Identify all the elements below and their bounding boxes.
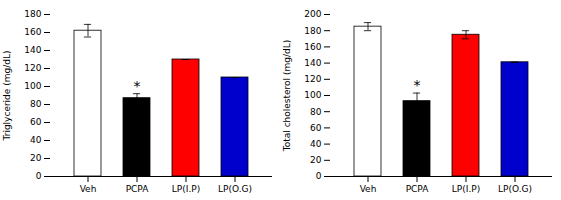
svg-text:LP(O.G): LP(O.G) [218, 184, 252, 194]
svg-text:60: 60 [310, 123, 322, 133]
svg-text:140: 140 [24, 45, 41, 55]
svg-text:LP(O.G): LP(O.G) [498, 184, 532, 194]
svg-text:80: 80 [30, 99, 42, 109]
svg-text:120: 120 [304, 74, 321, 84]
svg-text:*: * [414, 77, 421, 93]
svg-text:20: 20 [310, 155, 322, 165]
svg-text:Veh: Veh [80, 184, 97, 194]
svg-text:*: * [134, 78, 141, 94]
svg-text:80: 80 [310, 107, 322, 117]
svg-text:LP(I.P): LP(I.P) [172, 184, 200, 194]
svg-text:Veh: Veh [360, 184, 377, 194]
svg-text:160: 160 [304, 42, 321, 52]
svg-text:20: 20 [30, 153, 42, 163]
svg-text:100: 100 [304, 90, 321, 100]
svg-text:100: 100 [24, 81, 41, 91]
svg-text:0: 0 [316, 171, 322, 181]
svg-text:180: 180 [24, 9, 41, 19]
svg-text:40: 40 [30, 135, 42, 145]
svg-text:200: 200 [304, 9, 321, 19]
svg-text:Total cholesterol (mg/dL): Total cholesterol (mg/dL) [282, 40, 292, 152]
svg-text:Triglyceride (mg/dL): Triglyceride (mg/dL) [2, 51, 12, 142]
svg-text:180: 180 [304, 26, 321, 36]
svg-text:0: 0 [36, 171, 42, 181]
svg-text:160: 160 [24, 27, 41, 37]
svg-text:140: 140 [304, 58, 321, 68]
svg-text:PCPA: PCPA [126, 184, 150, 194]
svg-text:40: 40 [310, 139, 322, 149]
svg-text:120: 120 [24, 63, 41, 73]
svg-text:60: 60 [30, 117, 42, 127]
svg-text:LP(I.P): LP(I.P) [452, 184, 480, 194]
svg-text:PCPA: PCPA [406, 184, 430, 194]
